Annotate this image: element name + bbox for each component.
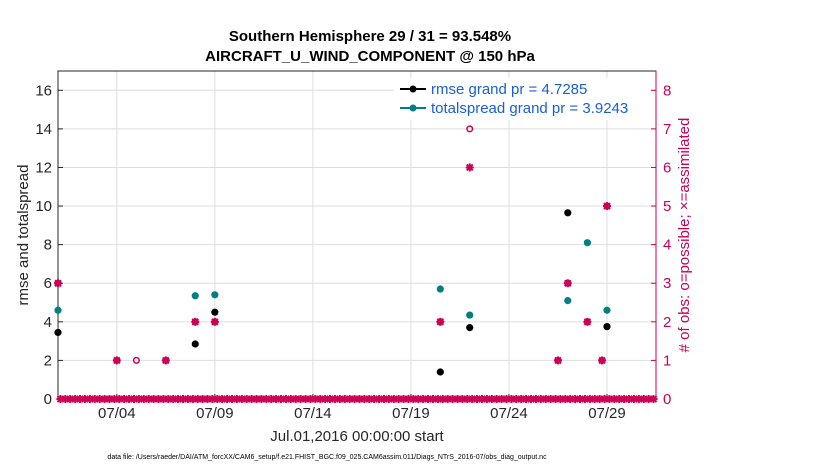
y2-tick-label: 8 bbox=[663, 82, 671, 99]
y2-tick-label: 4 bbox=[663, 237, 671, 254]
totalspread-point bbox=[583, 239, 591, 247]
y2-tick-label: 0 bbox=[663, 391, 671, 408]
totalspread-point bbox=[436, 285, 444, 293]
legend-rmse-marker bbox=[409, 85, 417, 93]
obs-assimilated-marker bbox=[112, 356, 121, 365]
totalspread-point bbox=[54, 306, 62, 314]
y2-tick-label: 7 bbox=[663, 121, 671, 138]
rmse-point bbox=[466, 324, 474, 332]
y-tick-label: 10 bbox=[35, 198, 52, 215]
obs-assimilated-marker bbox=[210, 317, 219, 326]
y2-tick-label: 1 bbox=[663, 352, 671, 369]
y2-tick-label: 3 bbox=[663, 275, 671, 292]
y-axis-label: rmse and totalspread bbox=[15, 165, 32, 306]
legend: rmse grand pr = 4.7285 totalspread grand… bbox=[394, 78, 650, 120]
y-axis-ticks: 0 2 4 6 8 10 12 14 16 bbox=[35, 82, 63, 408]
rmse-point bbox=[211, 308, 219, 316]
legend-totalspread-marker bbox=[409, 104, 417, 112]
chart-subtitle: AIRCRAFT_U_WIND_COMPONENT @ 150 hPa bbox=[205, 48, 535, 65]
x-tick-label: 07/09 bbox=[196, 405, 234, 422]
totalspread-point bbox=[603, 306, 611, 314]
x-tick-label: 07/19 bbox=[392, 405, 430, 422]
y2-tick-label: 2 bbox=[663, 314, 671, 331]
obs-count-markers bbox=[54, 125, 658, 403]
rmse-point bbox=[564, 209, 572, 217]
y-tick-label: 6 bbox=[44, 275, 52, 292]
obs-possible-marker bbox=[466, 125, 474, 133]
obs-assimilated-marker bbox=[161, 356, 170, 365]
y2-axis-ticks: 0 1 2 3 4 5 6 7 8 bbox=[651, 71, 671, 408]
y-tick-label: 14 bbox=[35, 121, 52, 138]
totalspread-point bbox=[211, 291, 219, 299]
x-tick-label: 07/29 bbox=[588, 405, 626, 422]
chart-title: Southern Hemisphere 29 / 31 = 93.548% bbox=[229, 28, 511, 45]
x-tick-label: 07/04 bbox=[98, 405, 136, 422]
totalspread-point bbox=[564, 297, 572, 305]
obs-assimilated-marker bbox=[436, 317, 445, 326]
rmse-point bbox=[191, 340, 199, 348]
rmse-point bbox=[603, 323, 611, 331]
obs-assimilated-marker bbox=[563, 279, 572, 288]
obs-assimilated-marker bbox=[583, 317, 592, 326]
totalspread-point bbox=[466, 311, 474, 319]
y-tick-label: 16 bbox=[35, 82, 52, 99]
obs-possible-marker bbox=[132, 356, 140, 364]
y-tick-label: 0 bbox=[44, 391, 52, 408]
legend-background bbox=[394, 78, 650, 120]
legend-rmse-label: rmse grand pr = 4.7285 bbox=[431, 81, 587, 98]
obs-assimilated-marker bbox=[191, 317, 200, 326]
legend-totalspread-label: totalspread grand pr = 3.9243 bbox=[431, 100, 628, 117]
x-axis-ticks: 07/04 07/09 07/14 07/19 07/24 07/29 bbox=[98, 394, 626, 422]
x-tick-label: 07/14 bbox=[294, 405, 332, 422]
y-tick-label: 12 bbox=[35, 159, 52, 176]
data-file-footnote: data file: /Users/raeder/DAI/ATM_forcXX/… bbox=[107, 454, 547, 461]
obs-assimilated-marker bbox=[602, 202, 611, 211]
obs-assimilated-marker bbox=[598, 356, 607, 365]
grid bbox=[58, 71, 656, 400]
y2-axis-label: # of obs: o=possible; ×=assimilated bbox=[676, 118, 693, 353]
y2-tick-label: 6 bbox=[663, 159, 671, 176]
y-tick-label: 8 bbox=[44, 237, 52, 254]
rmse-point bbox=[54, 328, 62, 337]
obs-assimilated-marker bbox=[465, 163, 474, 172]
x-axis-label: Jul.01,2016 00:00:00 start bbox=[270, 428, 444, 445]
y-tick-label: 4 bbox=[44, 314, 52, 331]
y2-tick-label: 5 bbox=[663, 198, 671, 215]
x-tick-label: 07/24 bbox=[490, 405, 528, 422]
y-tick-label: 2 bbox=[44, 352, 52, 369]
obs-assimilated-marker bbox=[553, 356, 562, 365]
totalspread-point bbox=[191, 292, 199, 300]
obs-zero-marker bbox=[649, 395, 658, 403]
obs-assimilated-marker bbox=[54, 279, 62, 288]
rmse-point bbox=[436, 368, 444, 376]
